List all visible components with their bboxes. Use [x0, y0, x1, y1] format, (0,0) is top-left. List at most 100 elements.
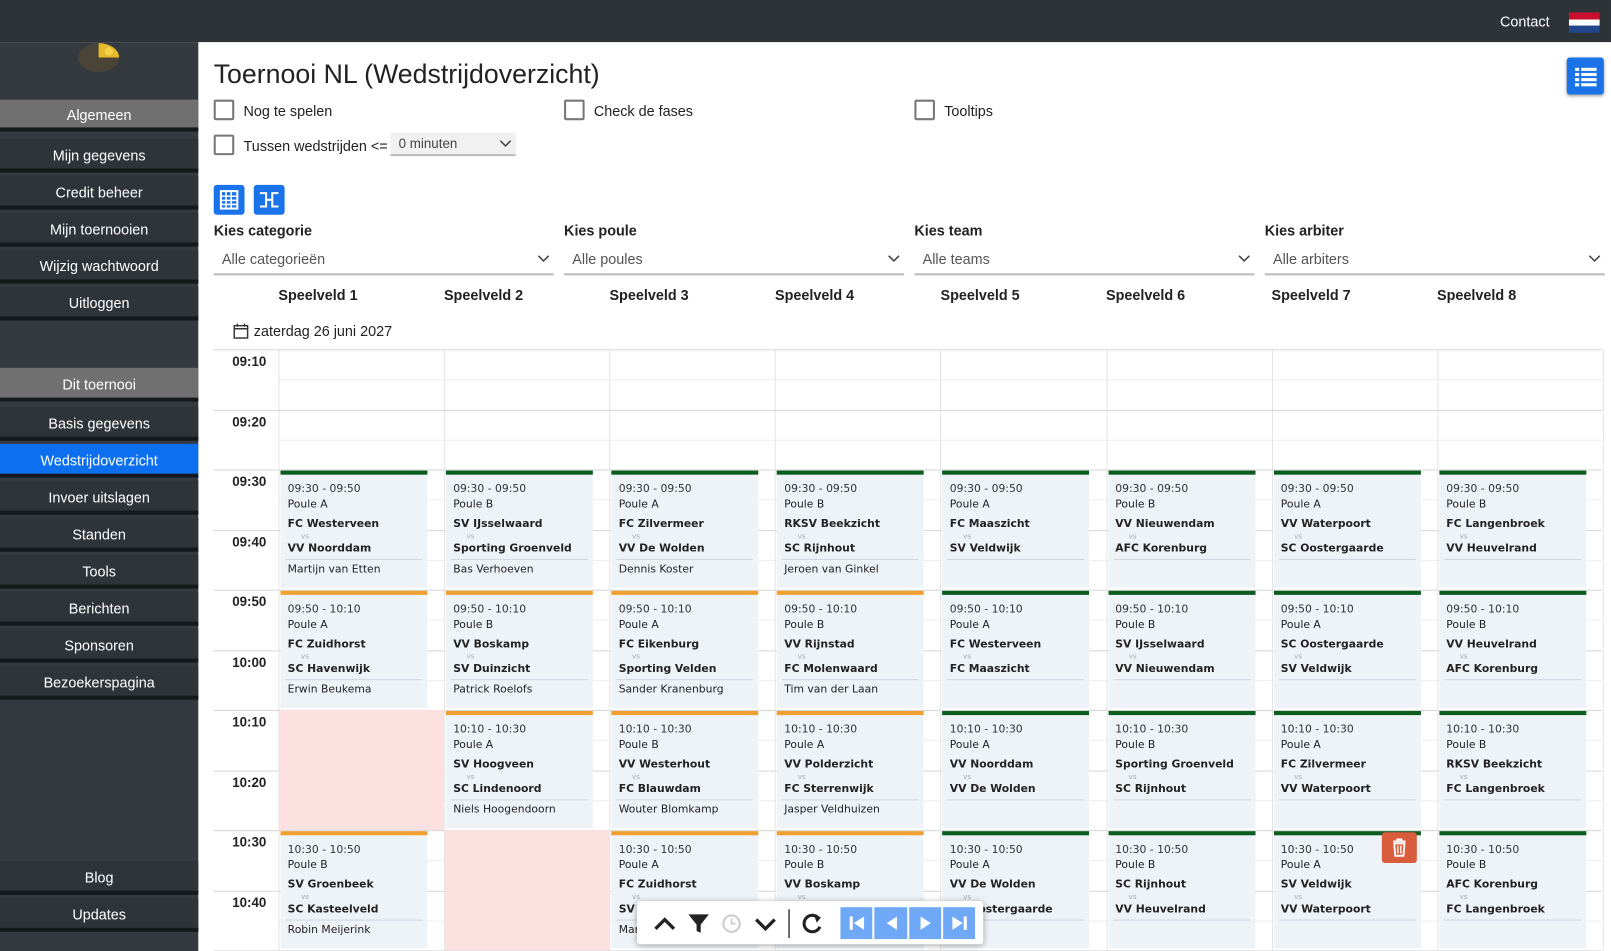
match-time: 10:30 - 10:50: [618, 843, 692, 856]
match-card[interactable]: 09:30 - 09:50 Poule A VV Waterpoort vs SC Oo…: [1273, 470, 1421, 588]
language-flag[interactable]: [1568, 12, 1600, 33]
menu-item[interactable]: Sponsoren: [0, 628, 199, 663]
filter-select[interactable]: Alle poules: [564, 244, 905, 276]
separator: [1113, 679, 1250, 681]
home-team: FC Zuidhorst: [618, 878, 697, 891]
match-card[interactable]: 10:10 - 10:30 Poule B RKSV Beekzicht vs FC L…: [1439, 710, 1587, 829]
away-team: VV Noorddam: [287, 542, 372, 555]
menu-item[interactable]: Mijn gegevens: [0, 138, 199, 173]
contact-link[interactable]: Contact: [1500, 13, 1550, 30]
match-poule: Poule B: [1115, 498, 1156, 511]
away-team: SV Veldwijk: [1280, 662, 1352, 676]
separator: [1113, 799, 1250, 801]
checkbox[interactable]: [914, 99, 935, 121]
match-card[interactable]: 10:10 - 10:30 Poule B VV Westerhout vs FC Bl…: [611, 710, 759, 829]
checkbox[interactable]: [564, 99, 585, 121]
grid-line: [278, 439, 1602, 441]
match-card[interactable]: 09:30 - 09:50 Poule B SV IJsselwaard vs Spor…: [445, 470, 593, 588]
home-team: SV IJsselwaard: [1115, 638, 1205, 651]
match-poule: Poule B: [784, 498, 825, 511]
match-card[interactable]: 09:30 - 09:50 Poule B RKSV Beekzicht vs SC R…: [777, 470, 924, 588]
match-card[interactable]: 10:10 - 10:30 Poule B Sporting Groenveld vs…: [1108, 710, 1255, 829]
away-team: SC Lindenoord: [453, 782, 542, 796]
checkbox-label[interactable]: Check de fases: [593, 102, 693, 120]
match-card[interactable]: 09:50 - 10:10 Poule B VV Heuvelrand vs AFC K…: [1439, 590, 1587, 708]
match-time: 10:10 - 10:30: [1280, 723, 1354, 736]
match-card[interactable]: 09:50 - 10:10 Poule A FC Zuidhorst vs SC Hav…: [280, 590, 428, 708]
match-card[interactable]: 10:10 - 10:30 Poule A VV Noorddam vs VV De W…: [942, 710, 1090, 829]
menu-item[interactable]: Basis gegevens: [0, 406, 199, 441]
menu-item[interactable]: Berichten: [0, 591, 199, 626]
match-card[interactable]: 09:30 - 09:50 Poule B VV Nieuwendam vs AFC K…: [1108, 470, 1255, 588]
menu-item[interactable]: Blog: [0, 860, 199, 895]
match-poule: Poule A: [949, 738, 990, 752]
menu-item-active[interactable]: Wedstrijdoverzicht: [0, 443, 199, 478]
match-card[interactable]: 09:50 - 10:10 Poule B VV Boskamp vs SV Duinz…: [445, 590, 593, 708]
menu-header[interactable]: Dit toernooi: [0, 367, 199, 402]
match-card[interactable]: 09:50 - 10:10 Poule A SC Oostergaarde vs SV …: [1273, 590, 1421, 708]
menu-item[interactable]: Standen: [0, 517, 199, 552]
bracket-view-button[interactable]: [253, 184, 285, 215]
grid-line: [443, 349, 445, 951]
time-label: 10:30: [232, 834, 267, 850]
checkbox[interactable]: [213, 99, 235, 121]
menu-item[interactable]: Mijn toernooien: [0, 212, 199, 247]
match-time: 10:10 - 10:30: [949, 723, 1023, 736]
view-list-button[interactable]: [1566, 57, 1604, 95]
menu-item[interactable]: Tools: [0, 554, 199, 589]
menu-header[interactable]: Algemeen: [0, 99, 199, 132]
grid-line: [213, 709, 1602, 711]
match-card[interactable]: 09:30 - 09:50 Poule B FC Langenbroek vs VV H…: [1439, 470, 1587, 588]
match-card[interactable]: 10:10 - 10:30 Poule A SV Hoogveen vs SC Lind…: [445, 710, 593, 829]
vs-label: vs: [1128, 652, 1137, 661]
checkbox-label[interactable]: Tussen wedstrijden <=: [243, 137, 388, 155]
grid-view-button[interactable]: [213, 184, 245, 215]
toolbar-icons[interactable]: [637, 901, 983, 944]
match-card[interactable]: 10:10 - 10:30 Poule A VV Polderzicht vs FC S…: [777, 710, 924, 829]
away-team: AFC Korenburg: [1446, 662, 1539, 676]
home-team: FC Langenbroek: [1446, 517, 1545, 531]
match-poule: Poule B: [1115, 618, 1156, 631]
match-card[interactable]: 09:50 - 10:10 Poule A FC Westerveen vs FC Ma…: [942, 590, 1090, 708]
delete-button[interactable]: [1381, 832, 1417, 864]
match-card[interactable]: 10:30 - 10:50 Poule B AFC Korenburg vs FC La…: [1439, 831, 1587, 949]
menu-item[interactable]: Bezoekerspagina: [0, 665, 199, 700]
match-card[interactable]: 10:30 - 10:50 Poule B SC Rijnhout vs VV Heuv…: [1108, 831, 1255, 949]
menu-item[interactable]: Credit beheer: [0, 175, 199, 210]
separator: [1113, 558, 1250, 560]
referee: Dennis Koster: [618, 563, 694, 576]
match-card[interactable]: 09:30 - 09:50 Poule A FC Westerveen vs VV No…: [280, 470, 428, 588]
time-label: 10:10: [232, 714, 267, 730]
filter-select[interactable]: Alle categorieën: [213, 244, 554, 276]
vs-label: vs: [963, 892, 972, 902]
vs-label: vs: [963, 652, 972, 661]
match-card[interactable]: 10:30 - 10:50 Poule B SV Groenbeek vs SC Kas…: [280, 831, 428, 949]
separator: [1444, 799, 1581, 801]
interval-select[interactable]: 0 minuten: [390, 132, 516, 157]
match-card[interactable]: 09:50 - 10:10 Poule B SV IJsselwaard vs VV N…: [1108, 590, 1255, 708]
match-time: 09:50 - 10:10: [784, 603, 858, 616]
match-time: 09:50 - 10:10: [453, 603, 527, 616]
separator: [285, 679, 423, 681]
menu-item[interactable]: Uitloggen: [0, 286, 199, 321]
separator: [782, 558, 919, 560]
match-card[interactable]: 09:30 - 09:50 Poule A FC Zilvermeer vs VV De…: [611, 470, 759, 588]
match-card[interactable]: 09:50 - 10:10 Poule A FC Eikenburg vs Sporti…: [611, 590, 759, 708]
filter-select[interactable]: Alle arbiters: [1264, 244, 1605, 276]
match-card[interactable]: 09:50 - 10:10 Poule B VV Rijnstad vs FC Mole…: [777, 590, 924, 708]
checkbox[interactable]: [213, 134, 235, 156]
checkbox-label[interactable]: Tooltips: [944, 102, 993, 120]
match-card[interactable]: 10:10 - 10:30 Poule A FC Zilvermeer vs VV Wa…: [1273, 710, 1421, 829]
away-team: SC Kasteelveld: [287, 903, 379, 916]
grid-line: [278, 559, 1602, 561]
time-label: 10:40: [232, 894, 267, 910]
filter-select[interactable]: Alle teams: [914, 244, 1255, 276]
vs-label: vs: [301, 532, 310, 541]
checkbox-label[interactable]: Nog te spelen: [243, 102, 333, 120]
menu-item[interactable]: Updates: [0, 897, 199, 932]
match-poule: Poule B: [453, 498, 494, 511]
match-card[interactable]: 09:30 - 09:50 Poule A FC Maaszicht vs SV Vel…: [942, 470, 1090, 588]
menu-item[interactable]: Wijzig wachtwoord: [0, 249, 199, 284]
menu-item[interactable]: Invoer uitslagen: [0, 480, 199, 515]
